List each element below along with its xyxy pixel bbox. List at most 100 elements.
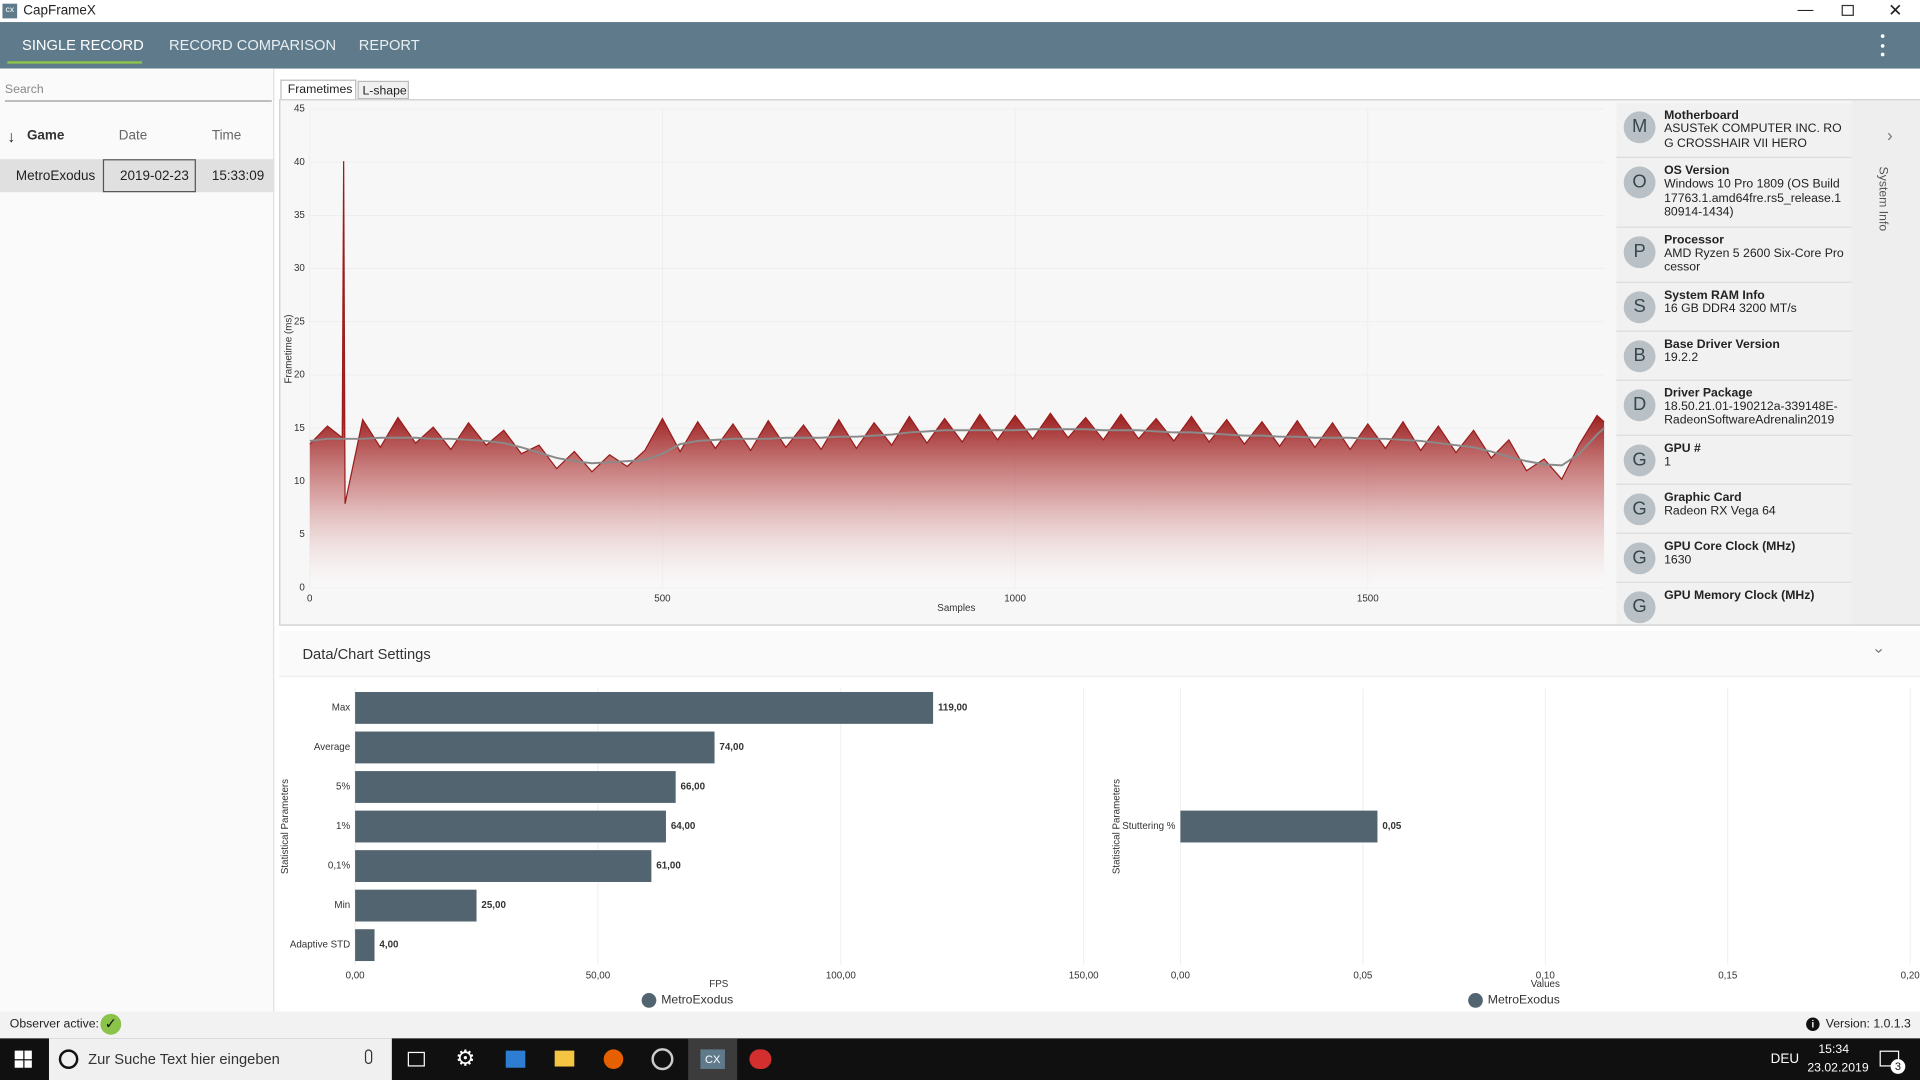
settings-app[interactable]: ⚙ bbox=[455, 1045, 476, 1071]
x-tick-label: 1000 bbox=[1004, 593, 1026, 604]
system-info-text: Base Driver Version 19.2.2 bbox=[1664, 337, 1780, 365]
x-tick-label: 0,20 bbox=[1901, 971, 1920, 982]
search-box[interactable]: Search bbox=[4, 80, 272, 102]
active-tab-indicator bbox=[7, 61, 143, 64]
app-icon[interactable] bbox=[651, 1048, 674, 1071]
x-axis-title: Samples bbox=[937, 603, 975, 614]
language[interactable]: DEU bbox=[1770, 1051, 1800, 1067]
system-info-label: Base Driver Version bbox=[1664, 337, 1780, 351]
bar bbox=[355, 771, 676, 803]
expand-arrow[interactable]: › bbox=[1886, 124, 1893, 145]
nav-tab[interactable]: SINGLE RECORD bbox=[22, 36, 144, 54]
chart-tab[interactable]: Frametimes bbox=[280, 79, 357, 100]
category-label: Average bbox=[314, 742, 350, 753]
system-info-value: 18.50.21.01-190212a-339148E-RadeonSoftwa… bbox=[1664, 399, 1838, 428]
x-axis-title: Values bbox=[1531, 979, 1560, 990]
y-tick-label: 40 bbox=[294, 157, 305, 168]
expand-icon[interactable]: › bbox=[1870, 648, 1889, 654]
legend-label: MetroExodus bbox=[1488, 993, 1560, 1007]
bar bbox=[1180, 810, 1378, 843]
frametime-area bbox=[309, 161, 1605, 588]
clock-time[interactable]: 15:34 bbox=[1818, 1043, 1850, 1057]
record-row[interactable] bbox=[0, 159, 275, 193]
y-tick-label: 10 bbox=[294, 476, 305, 487]
category-label: 1% bbox=[336, 821, 350, 832]
minimize-button[interactable]: — bbox=[1797, 0, 1814, 19]
system-info-value: ASUSTeK COMPUTER INC. ROG CROSSHAIR VII … bbox=[1664, 122, 1842, 150]
sort-icon[interactable]: ↓ bbox=[7, 127, 16, 146]
search-placeholder: Zur Suche Text hier eingeben bbox=[88, 1050, 280, 1068]
x-axis-title: FPS bbox=[709, 979, 728, 990]
category-label: 5% bbox=[336, 782, 350, 793]
bar bbox=[355, 692, 934, 724]
notification-center[interactable] bbox=[1879, 1050, 1900, 1067]
system-info-item: B Base Driver Version 19.2.2 bbox=[1616, 331, 1852, 381]
system-info-icon: G bbox=[1623, 443, 1656, 476]
system-info-text: GPU Core Clock (MHz) 1630 bbox=[1664, 539, 1795, 567]
system-info-label: Graphic Card bbox=[1664, 490, 1742, 504]
system-info-label: GPU Memory Clock (MHz) bbox=[1664, 588, 1815, 602]
observer-check: ✓ bbox=[100, 1013, 122, 1035]
task-view[interactable] bbox=[407, 1051, 425, 1067]
trend-line bbox=[309, 427, 1605, 467]
category-label: Max bbox=[332, 703, 351, 714]
firefox-app[interactable] bbox=[603, 1049, 624, 1069]
nav-tab[interactable]: RECORD COMPARISON bbox=[168, 36, 337, 54]
system-info-label: Driver Package bbox=[1664, 386, 1753, 400]
system-info-item: G GPU Core Clock (MHz) 1630 bbox=[1616, 533, 1852, 583]
x-tick-label: 0,00 bbox=[346, 971, 366, 982]
bar bbox=[355, 889, 477, 922]
column-header[interactable]: Time bbox=[211, 128, 242, 144]
info-icon[interactable]: i bbox=[1806, 1017, 1820, 1032]
nav-bar: SINGLE RECORD RECORD COMPARISON REPORT bbox=[0, 22, 1920, 69]
status-bar: Observer active: ✓ i Version: 1.0.1.3 bbox=[0, 1011, 1920, 1039]
system-info-icon: G bbox=[1623, 590, 1656, 623]
system-info-item: P Processor AMD Ryzen 5 2600 Six-Core Proc… bbox=[1616, 227, 1852, 283]
column-header[interactable]: Game bbox=[26, 128, 65, 144]
system-info-icon: O bbox=[1623, 166, 1656, 199]
record-list: Search ↓ Game Date Time MetroExodus 2019… bbox=[0, 68, 275, 1012]
value-label: 74,00 bbox=[719, 742, 744, 753]
category-label: Stuttering % bbox=[1122, 821, 1176, 832]
system-info-value: 1630 bbox=[1664, 552, 1692, 567]
record-game: MetroExodus bbox=[15, 168, 96, 184]
system-info-value: 1 bbox=[1664, 454, 1671, 469]
system-info-icon: B bbox=[1623, 339, 1656, 372]
bar bbox=[355, 810, 666, 843]
system-info-label: GPU # bbox=[1664, 441, 1701, 455]
taskbar-search[interactable]: Zur Suche Text hier eingeben bbox=[48, 1038, 392, 1080]
chart-tab[interactable]: L-shape bbox=[357, 80, 409, 100]
legend-label: MetroExodus bbox=[661, 993, 733, 1007]
x-tick-label: 0,15 bbox=[1718, 971, 1738, 982]
x-tick-label: 0 bbox=[307, 593, 313, 604]
system-info-item: O OS Version Windows 10 Pro 1809 (OS Build… bbox=[1616, 158, 1852, 228]
restore-button[interactable] bbox=[1841, 4, 1854, 16]
menu-button[interactable] bbox=[1880, 34, 1886, 57]
frametime-chart: Samples Frametime (ms) 0 5 10 15 20 25 30 35 40 4… bbox=[284, 104, 1605, 614]
x-tick-label: 50,00 bbox=[586, 971, 611, 982]
bar bbox=[355, 731, 715, 764]
system-info-text: Graphic Card Radeon RX Vega 64 bbox=[1664, 490, 1776, 518]
system-info-item: G GPU #1 bbox=[1616, 435, 1852, 485]
start-button[interactable] bbox=[14, 1050, 32, 1068]
system-info-text: System RAM Info 16 GB DDR4 3200 MT/s bbox=[1664, 288, 1797, 316]
category-label: Min bbox=[334, 900, 350, 911]
record-time: 15:33:09 bbox=[211, 168, 265, 184]
system-info-item: G Graphic Card Radeon RX Vega 64 bbox=[1616, 484, 1852, 534]
system-info-text: GPU Memory Clock (MHz) bbox=[1664, 588, 1814, 601]
column-header[interactable]: Date bbox=[118, 128, 148, 144]
app-icon[interactable] bbox=[505, 1050, 526, 1068]
clock-date[interactable]: 23.02.2019 bbox=[1807, 1061, 1869, 1076]
nav-tab[interactable]: REPORT bbox=[358, 36, 420, 54]
capframex-app[interactable]: CX bbox=[688, 1038, 738, 1080]
explorer-app[interactable] bbox=[554, 1050, 575, 1067]
app-icon[interactable] bbox=[749, 1049, 772, 1069]
value-label: 119,00 bbox=[938, 703, 968, 714]
system-info-value: Radeon RX Vega 64 bbox=[1664, 503, 1776, 518]
system-info-value: 19.2.2 bbox=[1664, 350, 1699, 365]
settings-expander[interactable]: Data/Chart Settings › bbox=[279, 630, 1920, 678]
x-tick-label: 0,00 bbox=[1171, 971, 1191, 982]
system-info-text: Motherboard ASUSTeK COMPUTER INC. ROG CRO… bbox=[1664, 109, 1844, 151]
close-button[interactable]: ✕ bbox=[1888, 0, 1903, 20]
system-info-title[interactable]: System Info bbox=[1875, 166, 1890, 232]
